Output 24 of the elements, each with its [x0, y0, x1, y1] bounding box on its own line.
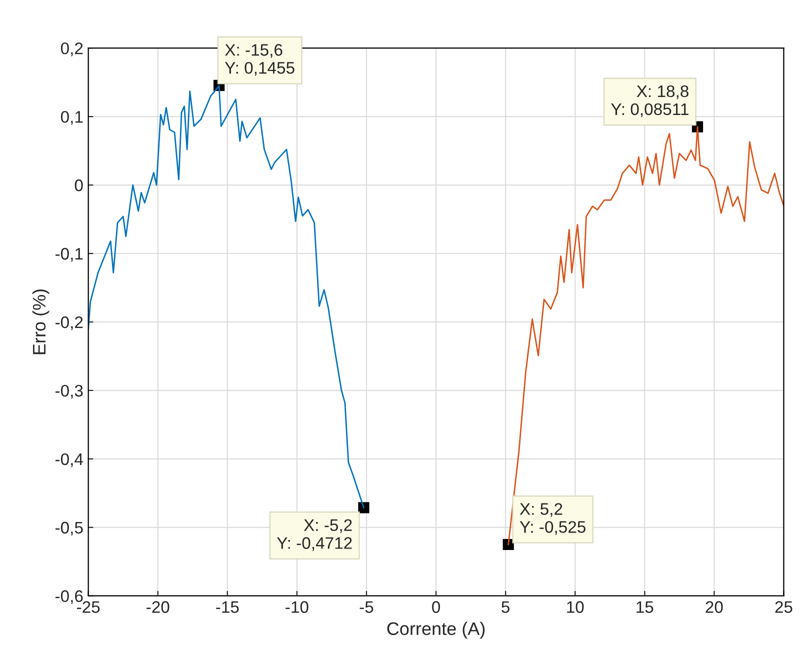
annotation: X: -15,6 Y: 0,1455: [224, 44, 294, 76]
annotation: X: -5,2 Y: -0,4712: [276, 519, 352, 551]
x-axis-title: Corrente (A): [387, 622, 485, 639]
x-tick-label: -10: [286, 601, 308, 613]
y-axis-title: Erro (%): [32, 289, 50, 354]
x-tick-label: 5: [502, 601, 510, 613]
y-tick-label: -0,3: [55, 384, 83, 399]
x-tick-label: 0: [432, 601, 440, 613]
y-tick-label: -0,1: [55, 248, 83, 262]
x-tick-label: 25: [775, 601, 792, 613]
x-tick-label: -15: [216, 601, 239, 613]
y-tick-label: 0,2: [60, 42, 83, 56]
y-tick-label: -0,2: [55, 316, 83, 330]
y-tick-label: 0,1: [60, 110, 83, 125]
x-tick-label: -5: [360, 601, 374, 613]
annotation: X: 18,8 Y: 0,08511: [611, 85, 688, 118]
y-tick-label: 0: [74, 179, 83, 192]
x-tick-label: -20: [146, 601, 170, 613]
x-tick-label: 20: [706, 601, 723, 613]
x-tick-label: 10: [567, 601, 584, 613]
y-tick-label: -0,4: [55, 453, 83, 468]
y-tick-label: -0,5: [55, 522, 83, 536]
x-tick-label: 15: [636, 601, 654, 613]
annotation: X: 5,2 Y: -0,525: [520, 503, 586, 535]
